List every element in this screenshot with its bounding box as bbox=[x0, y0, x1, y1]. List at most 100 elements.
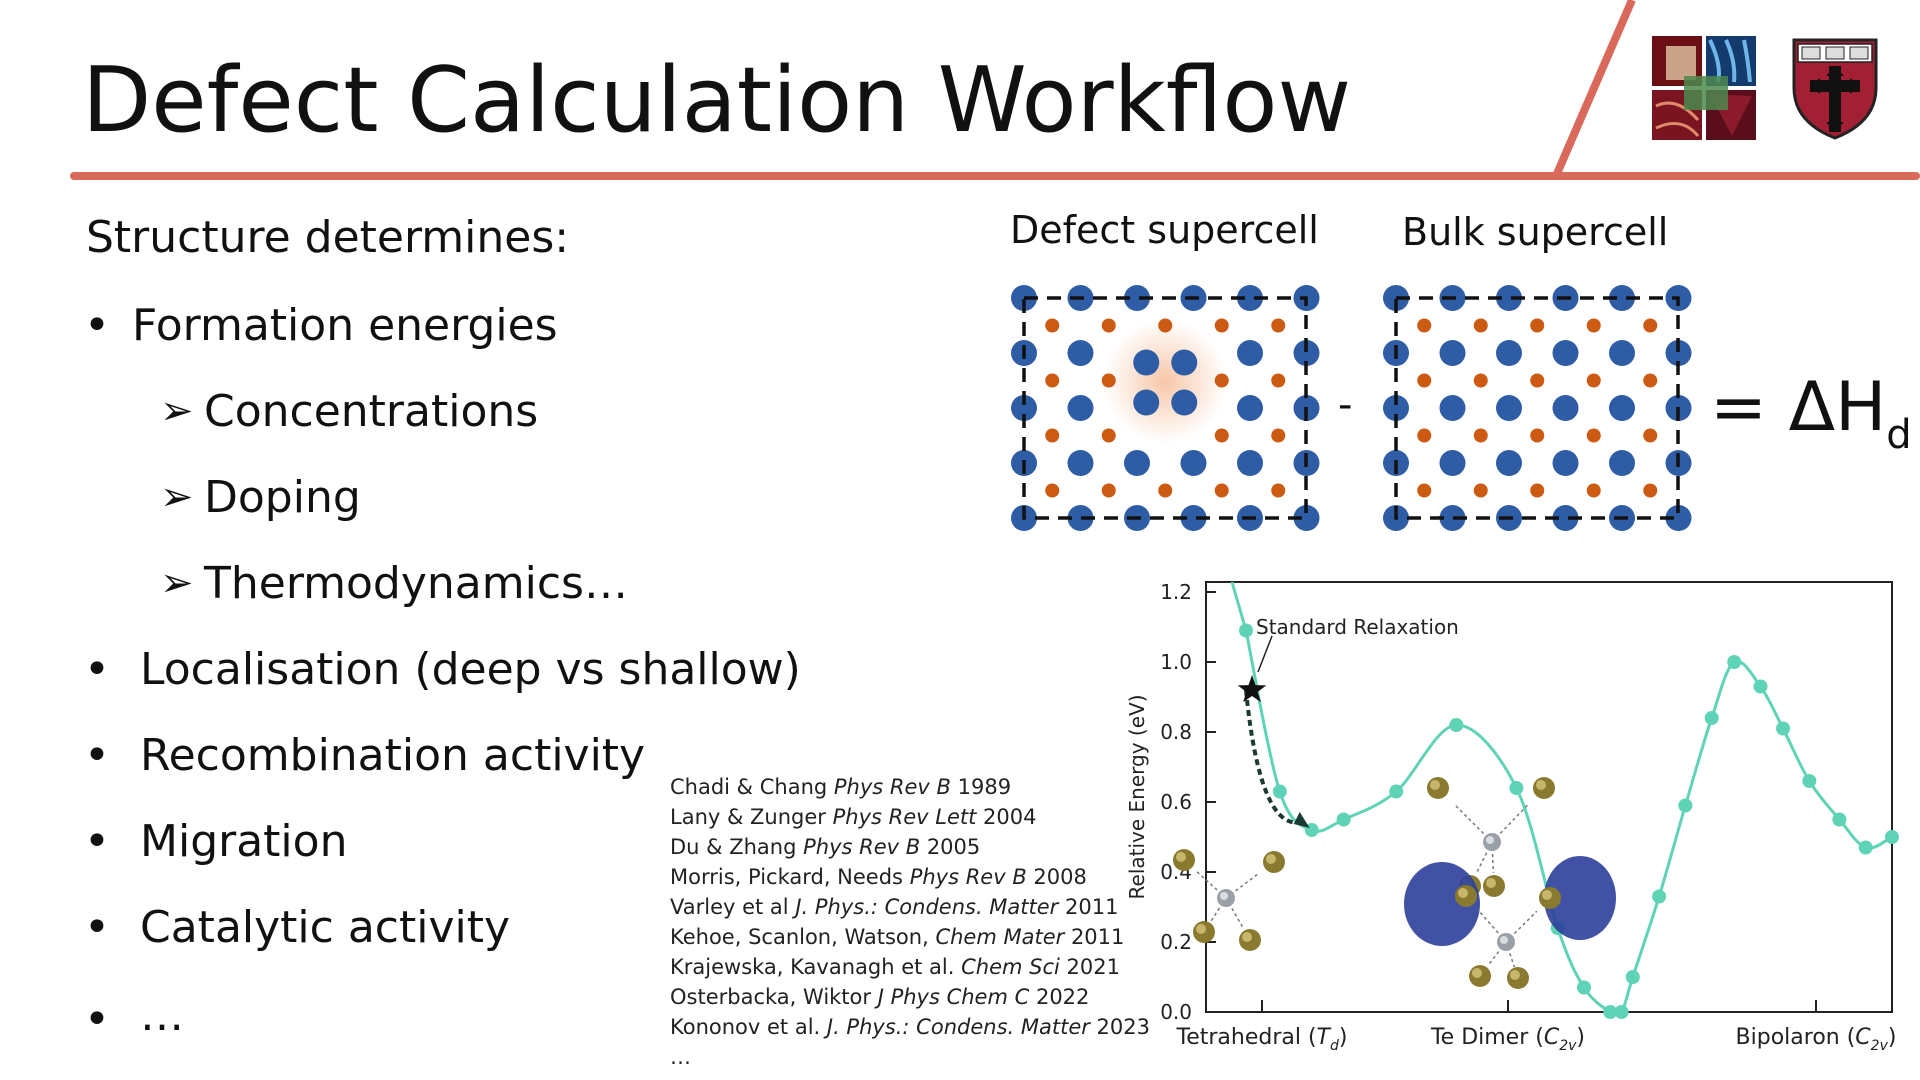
sub-bullet-doping: Doping bbox=[204, 472, 361, 523]
bulk-supercell-diagram bbox=[1383, 285, 1692, 531]
formation-energy-equation: = ΔHd bbox=[1710, 368, 1912, 458]
reference-list: Chadi & Chang Phys Rev B 1989 Lany & Zung… bbox=[670, 772, 1150, 1072]
sub-bullet-arrow-icon: ➢ bbox=[160, 561, 194, 605]
reference-journal: Chem Sci bbox=[961, 955, 1067, 979]
bullet-marker: • bbox=[84, 730, 110, 781]
reference-item: … bbox=[670, 1042, 1150, 1072]
standard-relaxation-annotation: Standard Relaxation bbox=[1256, 615, 1459, 639]
reference-authors: Osterbacka, Wiktor bbox=[670, 985, 878, 1009]
bullet-migration: Migration bbox=[140, 816, 348, 867]
reference-authors: Kehoe, Scanlon, Watson, bbox=[670, 925, 936, 949]
cation-atom bbox=[1293, 505, 1320, 531]
sub-bullet-arrow-icon: ➢ bbox=[160, 475, 194, 519]
data-point bbox=[1704, 711, 1719, 725]
y-axis-label: Relative Energy (eV) bbox=[1125, 695, 1149, 900]
data-point bbox=[1753, 679, 1768, 694]
data-point bbox=[1776, 721, 1791, 736]
cation-atom bbox=[1439, 450, 1466, 476]
data-point bbox=[1802, 774, 1817, 788]
cation-atom bbox=[1439, 505, 1466, 531]
data-point bbox=[1239, 623, 1253, 638]
reference-journal: Phys Rev B bbox=[833, 775, 958, 799]
anion-atom bbox=[1530, 428, 1545, 443]
defect-supercell-label: Defect supercell bbox=[1010, 208, 1319, 252]
supercell-boundary bbox=[1394, 296, 1680, 520]
anion-atom bbox=[1158, 318, 1173, 333]
reference-year: 1989 bbox=[957, 775, 1012, 799]
relaxation-path bbox=[1244, 689, 1303, 825]
reference-year: 2021 bbox=[1066, 955, 1120, 979]
reference-authors: Chadi & Chang bbox=[670, 775, 834, 799]
anion-atom bbox=[1643, 318, 1658, 333]
cation-atom bbox=[1383, 395, 1409, 421]
reference-authors: Lany & Zunger bbox=[670, 805, 833, 829]
anion-atom bbox=[1530, 483, 1545, 498]
reference-year: 2022 bbox=[1035, 985, 1090, 1009]
defect-supercell-diagram bbox=[1011, 285, 1320, 531]
y-tick-label: 0.8 bbox=[1160, 720, 1192, 744]
data-point bbox=[1678, 798, 1693, 813]
reference-year: 2004 bbox=[983, 805, 1037, 829]
cation-atom bbox=[1237, 285, 1263, 311]
cation-atom bbox=[1552, 450, 1579, 476]
cation-atom bbox=[1439, 340, 1466, 366]
anion-atom bbox=[1417, 373, 1432, 388]
bullet-ellipsis: … bbox=[140, 990, 184, 1041]
reference-journal: J. Phys.: Condens. Matter bbox=[795, 895, 1065, 919]
cation-atom bbox=[1171, 389, 1198, 416]
y-tick-label: 1.0 bbox=[1160, 650, 1192, 674]
cation-atom bbox=[1067, 395, 1094, 421]
reference-item: Chadi & Chang Phys Rev B 1989 bbox=[670, 772, 1150, 802]
minus-sign: - bbox=[1338, 382, 1353, 428]
cation-atom bbox=[1237, 340, 1263, 366]
sub-bullet-thermodynamics: Thermodynamics… bbox=[204, 558, 628, 609]
reference-journal: J Phys Chem C bbox=[877, 985, 1036, 1009]
reference-authors: Du & Zhang bbox=[670, 835, 804, 859]
bullet-localisation: Localisation (deep vs shallow) bbox=[140, 644, 801, 695]
reference-year: 2008 bbox=[1033, 865, 1087, 889]
start-star-icon bbox=[1237, 675, 1267, 703]
cation-atom bbox=[1067, 340, 1094, 366]
x-category-label: Te Dimer (C2v) bbox=[1430, 1025, 1585, 1054]
reference-item: Osterbacka, Wiktor J Phys Chem C 2022 bbox=[670, 982, 1150, 1012]
anion-atom bbox=[1417, 483, 1432, 498]
anion-atom bbox=[1045, 428, 1060, 443]
anion-atom bbox=[1530, 318, 1545, 333]
reference-item: Morris, Pickard, Needs Phys Rev B 2008 bbox=[670, 862, 1150, 892]
defect-site-glow bbox=[1103, 319, 1228, 444]
cation-atom bbox=[1496, 285, 1522, 311]
cation-atom bbox=[1133, 349, 1160, 376]
anion-atom bbox=[1045, 373, 1060, 388]
cation-atom bbox=[1180, 505, 1207, 531]
anion-atom bbox=[1473, 318, 1488, 333]
cation-atom bbox=[1552, 395, 1579, 421]
annotation-leader bbox=[1257, 635, 1273, 673]
tetrahedral-inset bbox=[1173, 849, 1285, 951]
anion-atom bbox=[1214, 373, 1229, 388]
data-point bbox=[1884, 830, 1899, 844]
data-point bbox=[1603, 1005, 1618, 1019]
sub-bullet-concentrations: Concentrations bbox=[204, 386, 539, 437]
data-point bbox=[1727, 655, 1742, 669]
anion-atom bbox=[1101, 318, 1116, 333]
intro-text: Structure determines: bbox=[86, 212, 570, 263]
anion-atom bbox=[1214, 483, 1229, 498]
cation-atom bbox=[1293, 340, 1320, 366]
cation-atom bbox=[1439, 395, 1466, 421]
cation-atom bbox=[1171, 349, 1198, 376]
anion-atom bbox=[1473, 483, 1488, 498]
reference-authors: Varley et al bbox=[670, 895, 796, 919]
data-point bbox=[1858, 840, 1873, 855]
data-point bbox=[1614, 1005, 1629, 1019]
anion-atom bbox=[1473, 428, 1488, 443]
anion-atom bbox=[1271, 318, 1286, 333]
reference-journal: Chem Mater bbox=[935, 925, 1071, 949]
anion-atom bbox=[1586, 373, 1601, 388]
equation-subscript: d bbox=[1886, 412, 1912, 458]
anion-atom bbox=[1271, 428, 1286, 443]
bullet-formation-energies: Formation energies bbox=[132, 300, 558, 351]
y-tick-label: 1.2 bbox=[1160, 580, 1192, 604]
reference-item: Lany & Zunger Phys Rev Lett 2004 bbox=[670, 802, 1150, 832]
data-point bbox=[1577, 980, 1591, 995]
header-accent-slash bbox=[1552, 0, 1636, 176]
